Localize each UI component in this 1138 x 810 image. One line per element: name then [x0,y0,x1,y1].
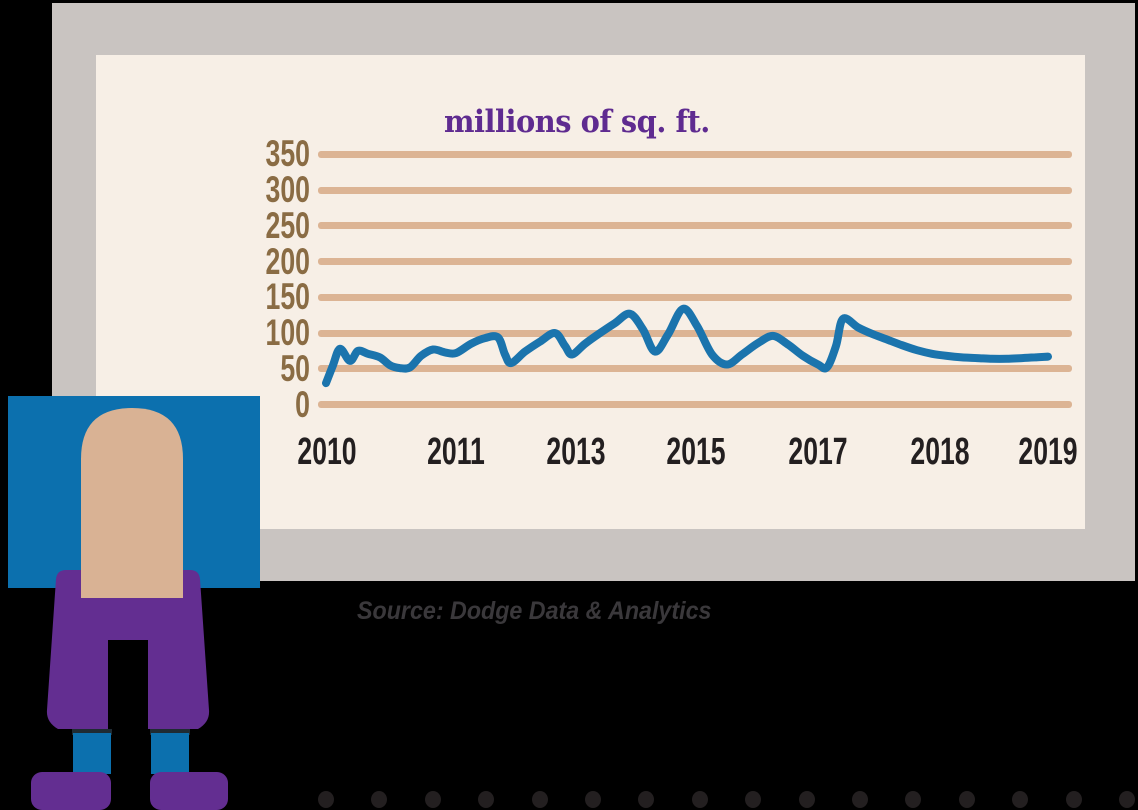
gridline-100 [318,329,1072,337]
x-tick-label-2017: 2017 [788,431,848,473]
footer-dot [1065,791,1082,808]
y-tick-label-350: 350 [265,133,310,175]
footer-dot [798,791,815,808]
x-tick-label-2018: 2018 [910,431,970,473]
gridline-350 [318,150,1072,158]
gridline-250 [318,222,1072,230]
chart-title: millions of sq. ft. [444,104,710,140]
left-shoe-band [72,729,112,735]
footer-dot [585,791,601,808]
y-tick-label-300: 300 [265,169,310,211]
x-tick-label-2011: 2011 [427,431,485,473]
footer-dot [371,791,388,808]
right-foot [150,772,228,810]
footer-dot [318,791,334,808]
footer-dot [691,791,708,808]
y-tick-label-150: 150 [265,276,310,318]
gridline-200 [318,258,1072,266]
footer-dot [531,791,548,808]
footer-dot [852,791,868,808]
gridline-0 [318,401,1072,408]
left-calf [73,733,111,774]
gridline-150 [318,293,1072,301]
footer-dot [958,791,975,808]
person-head [81,408,183,598]
footer-dot [478,791,495,808]
source-attribution: Source: Dodge Data & Analytics [357,597,712,625]
y-tick-label-250: 250 [265,204,310,246]
footer-dot [905,791,922,808]
x-tick-label-2010: 2010 [297,431,357,473]
x-tick-label-2019: 2019 [1018,431,1078,473]
right-calf [151,733,189,774]
footer-dot [1012,791,1029,808]
footer-dot [745,791,762,808]
left-foot [31,772,111,810]
x-tick-label-2015: 2015 [666,431,726,473]
legs-gap [108,640,148,732]
footer-dot [638,791,655,808]
gridline-50 [318,365,1072,373]
footer-dot [1119,791,1135,808]
y-tick-label-100: 100 [265,312,310,354]
y-tick-label-0: 0 [295,383,310,425]
footer-dot [424,791,441,808]
chart-paper [96,55,1085,529]
gridline-300 [318,186,1072,194]
person-at-monitor-illustration [8,396,260,810]
x-tick-label-2013: 2013 [546,431,606,473]
y-tick-label-50: 50 [280,347,310,389]
y-tick-label-200: 200 [265,240,310,282]
right-shoe-band [150,729,190,735]
